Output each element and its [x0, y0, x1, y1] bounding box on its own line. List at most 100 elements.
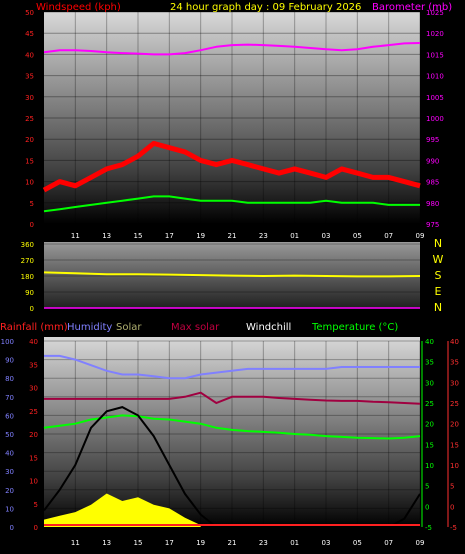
- rain-tick-label: 30: [29, 385, 38, 393]
- temp-tick-label: 25: [425, 400, 434, 408]
- baro-tick-label: 975: [426, 221, 439, 229]
- temp2-tick-label: 20: [450, 421, 459, 429]
- wind-tick-label: 25: [25, 115, 34, 123]
- baro-tick-label: 1025: [426, 9, 444, 17]
- compass-label: W: [433, 253, 444, 266]
- temp2-tick-label: 40: [450, 338, 459, 346]
- rain-tick-label: 5: [34, 501, 38, 509]
- baro-tick-label: 1000: [426, 115, 444, 123]
- x-tick-label: 13: [102, 232, 111, 240]
- direction-tick-label: 270: [21, 257, 34, 265]
- rain-tick-label: 25: [29, 408, 38, 416]
- baro-tick-label: 1005: [426, 94, 444, 102]
- temp2-tick-label: 0: [450, 503, 454, 511]
- rain-tick-label: 10: [29, 478, 38, 486]
- humidity-tick-label: 0: [10, 524, 14, 532]
- x-tick-label: 01: [290, 232, 299, 240]
- direction-tick-label: 90: [25, 289, 34, 297]
- humidity-tick-label: 90: [5, 357, 14, 365]
- temp-tick-label: 20: [425, 421, 434, 429]
- x-tick-label: 19: [196, 539, 205, 547]
- humidity-tick-label: 100: [1, 338, 14, 346]
- x-tick-label: 07: [384, 232, 393, 240]
- rain-tick-label: 15: [29, 454, 38, 462]
- series-rain-fill: [44, 493, 201, 527]
- direction-tick-label: 0: [30, 305, 34, 313]
- compass-label: N: [434, 237, 442, 250]
- temp2-tick-label: 15: [450, 441, 459, 449]
- legend-entry: Rainfall (mm): [0, 322, 68, 333]
- wind-tick-label: 35: [25, 73, 34, 81]
- series-direction-line: [43, 271, 421, 278]
- temp2-tick-label: 10: [450, 462, 459, 470]
- wind-tick-label: 50: [25, 9, 34, 17]
- legend-entry: Solar: [116, 322, 142, 333]
- x-tick-label: 21: [228, 232, 237, 240]
- legend-entry: Max solar: [171, 322, 220, 333]
- wind-tick-label: 40: [25, 51, 34, 59]
- baro-tick-label: 985: [426, 179, 439, 187]
- graph-title: 24 hour graph day : 09 February 2026: [170, 2, 361, 13]
- x-tick-label: 05: [353, 232, 362, 240]
- x-tick-label: 01: [290, 539, 299, 547]
- x-tick-label: 03: [322, 539, 331, 547]
- x-tick-label: 17: [165, 539, 174, 547]
- humidity-tick-label: 10: [5, 505, 14, 513]
- x-tick-label: 19: [196, 232, 205, 240]
- humidity-tick-label: 20: [5, 487, 14, 495]
- temp-tick-label: 10: [425, 462, 434, 470]
- series-max_solar-line: [44, 391, 421, 405]
- baro-tick-label: 990: [426, 157, 439, 165]
- temp-tick-label: -5: [425, 524, 432, 532]
- humidity-tick-label: 70: [5, 394, 14, 402]
- temp2-tick-label: 30: [450, 379, 459, 387]
- series-barometer-line: [43, 42, 421, 56]
- x-tick-label: 11: [71, 539, 80, 547]
- temp2-tick-label: -5: [450, 524, 457, 532]
- series-humidity-line: [44, 354, 420, 380]
- legend-entry: Temperature (°C): [311, 322, 398, 333]
- wind-baro-panel: [42, 11, 421, 225]
- temp-tick-label: 15: [425, 441, 434, 449]
- rain-tick-label: 35: [29, 361, 38, 369]
- x-tick-label: 03: [322, 232, 331, 240]
- compass-label: N: [434, 301, 442, 314]
- wind-tick-label: 30: [25, 94, 34, 102]
- x-tick-label: 21: [228, 539, 237, 547]
- baro-tick-label: 1010: [426, 73, 444, 81]
- x-tick-label: 13: [102, 539, 111, 547]
- x-tick-label: 11: [71, 232, 80, 240]
- humidity-tick-label: 50: [5, 431, 14, 439]
- x-tick-label: 15: [134, 232, 143, 240]
- humidity-tick-label: 80: [5, 375, 14, 383]
- baro-tick-label: 995: [426, 136, 439, 144]
- x-tick-label: 23: [259, 539, 268, 547]
- rain-tick-label: 40: [29, 338, 38, 346]
- temp-tick-label: 30: [425, 379, 434, 387]
- direction-tick-label: 360: [21, 241, 34, 249]
- temp2-tick-label: 25: [450, 400, 459, 408]
- humidity-tick-label: 30: [5, 468, 14, 476]
- temp-tick-label: 5: [425, 483, 429, 491]
- series-gust_avg-line: [43, 195, 420, 213]
- wind-tick-label: 10: [25, 179, 34, 187]
- x-tick-label: 09: [416, 539, 425, 547]
- legend-entry: Humidity: [67, 322, 112, 333]
- baro-tick-label: 980: [426, 200, 439, 208]
- temp2-tick-label: 35: [450, 359, 459, 367]
- compass-label: E: [435, 285, 442, 298]
- wind-tick-label: 45: [25, 30, 34, 38]
- temp-tick-label: 40: [425, 338, 434, 346]
- x-tick-label: 17: [165, 232, 174, 240]
- x-tick-label: 15: [134, 539, 143, 547]
- rain-tick-label: 0: [34, 524, 38, 532]
- baro-axis-label: Barometer (mb): [372, 2, 452, 13]
- humidity-tick-label: 40: [5, 450, 14, 458]
- baro-tick-label: 1015: [426, 51, 444, 59]
- legend-entry: Windchill: [246, 322, 291, 333]
- wind-tick-label: 5: [30, 200, 34, 208]
- panel1-bg: [44, 12, 420, 224]
- x-tick-label: 05: [353, 539, 362, 547]
- wind-direction-panel: [43, 242, 421, 309]
